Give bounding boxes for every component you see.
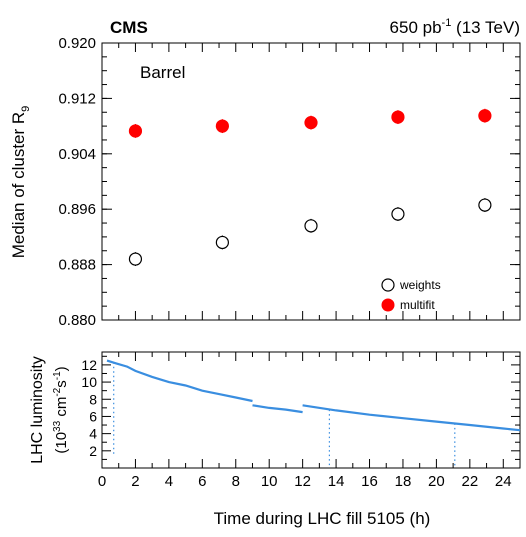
point-weights	[391, 207, 405, 221]
bottom-y-tick-label: 10	[81, 374, 97, 390]
bottom-x-tick-label: 22	[461, 473, 478, 490]
unit-close: )	[53, 366, 70, 371]
legend-marker-multifit	[381, 298, 395, 312]
bottom-x-tick-label: 14	[328, 473, 345, 490]
lumi-exponent: -1	[442, 17, 452, 29]
top-y-tick-label: 0.920	[58, 35, 96, 52]
top-axis-ticks	[101, 42, 521, 321]
point-weights	[215, 235, 229, 250]
bottom-x-tick-label: 8	[232, 473, 240, 490]
luminosity-curve	[106, 359, 521, 466]
bottom-x-tick-label: 20	[428, 473, 445, 490]
point-multifit	[391, 110, 405, 124]
bottom-y-tick-label: 2	[89, 443, 97, 459]
top-y-tick-label: 0.904	[58, 146, 96, 163]
bottom-x-tick-label: 4	[165, 473, 173, 490]
top-y-tick-labels: 0.880 0.888 0.896 0.904 0.912 0.920	[58, 35, 96, 329]
bottom-x-tick-labels: 0 2 4 6 8 10 12 14 16 18 20 22 24	[98, 473, 512, 490]
bottom-plot-frame	[101, 351, 521, 469]
bottom-x-tick-label: 12	[294, 473, 311, 490]
bottom-x-tick-label: 10	[261, 473, 278, 490]
bottom-y-tick-label: 8	[89, 391, 97, 407]
energy-label: (13 TeV)	[451, 18, 520, 37]
bottom-x-tick-label: 2	[131, 473, 139, 490]
bottom-x-tick-label: 18	[395, 473, 412, 490]
bottom-y-tick-label: 6	[89, 408, 97, 424]
luminosity-segment	[252, 404, 303, 414]
unit-cm: cm	[53, 397, 70, 421]
legend-label-multifit: multifit	[400, 298, 435, 312]
x-axis-label: Time during LHC fill 5105 (h)	[214, 509, 431, 528]
point-weights	[304, 219, 318, 233]
point-weights	[478, 198, 492, 212]
bottom-y-tick-label: 12	[81, 357, 97, 373]
experiment-label: CMS	[110, 18, 148, 37]
top-y-tick-label: 0.888	[58, 257, 96, 274]
bottom-x-tick-label: 0	[98, 473, 106, 490]
bottom-y-axis-label-line2: (1033 cm-2s-1)	[52, 366, 70, 453]
point-multifit	[215, 119, 229, 133]
unit-prefix: (10	[53, 432, 70, 454]
bottom-y-tick-label: 4	[89, 426, 97, 442]
legend: weights multifit	[381, 278, 441, 312]
top-y-tick-label: 0.912	[58, 90, 96, 107]
top-y-tick-label: 0.896	[58, 201, 96, 218]
point-multifit	[304, 116, 318, 130]
unit-exp-33: 33	[52, 420, 63, 432]
top-data-points	[128, 108, 492, 266]
luminosity-segment	[302, 404, 521, 432]
unit-exp-cm: -2	[52, 387, 63, 396]
legend-label-weights: weights	[399, 278, 441, 292]
region-annotation: Barrel	[140, 63, 185, 82]
point-weights	[128, 252, 143, 266]
lumi-value: 650 pb	[390, 18, 442, 37]
luminosity-segment	[106, 359, 253, 403]
bottom-x-tick-label: 16	[361, 473, 378, 490]
point-multifit	[478, 109, 492, 123]
top-y-axis-label: Median of cluster R9	[9, 106, 32, 259]
bottom-x-tick-label: 6	[198, 473, 206, 490]
bottom-y-axis-label-line1: LHC luminosity	[29, 356, 46, 464]
legend-marker-weights	[381, 278, 395, 292]
top-plot-frame	[101, 42, 521, 321]
luminosity-label: 650 pb-1 (13 TeV)	[390, 17, 520, 37]
top-panel: 0.880 0.888 0.896 0.904 0.912 0.920 Median of…	[9, 35, 521, 329]
top-y-axis-main: Median of cluster R	[9, 112, 28, 258]
unit-s: s	[53, 380, 70, 388]
top-y-axis-sub: 9	[20, 106, 32, 112]
point-multifit	[128, 124, 143, 138]
unit-exp-s: -1	[52, 371, 63, 380]
bottom-axis-ticks	[101, 352, 521, 468]
top-y-tick-label: 0.880	[58, 312, 96, 329]
bottom-x-tick-label: 24	[495, 473, 512, 490]
